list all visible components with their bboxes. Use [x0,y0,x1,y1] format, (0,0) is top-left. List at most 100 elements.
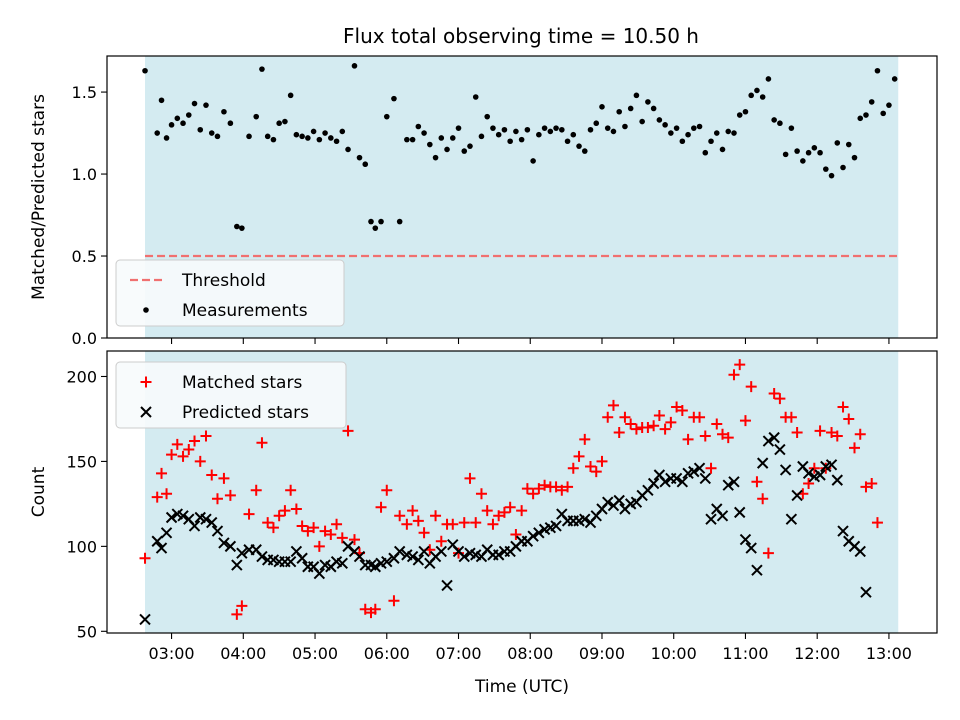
matched-star-point [739,415,751,427]
measurement-point [208,130,215,136]
x-tick-label: 06:00 [364,644,410,663]
legend-label: Matched stars [182,373,302,393]
predicted-star-point [814,469,826,481]
measurement-point [604,125,611,131]
matched-star-point [653,410,665,422]
predicted-star-point [206,516,218,529]
matched-star-point [256,437,268,449]
measurement-point [185,112,192,118]
measurement-point [391,95,397,102]
matched-star-point [481,505,493,517]
measurement-point [656,117,663,123]
matched-star-point [171,438,183,450]
measurement-point [805,149,812,156]
matched-star-point [751,476,763,488]
measurement-point [427,141,433,148]
measurement-point [221,108,227,115]
measurement-point [495,131,502,138]
measurement-point [639,118,645,125]
measurement-point [293,131,300,138]
predicted-star-point [155,542,168,554]
predicted-star-point [734,506,746,519]
x-tick-label: 12:00 [794,644,840,663]
predicted-star-point [151,535,163,547]
matched-star-point [648,420,660,432]
matched-star-point [236,600,248,612]
matched-star-point [418,527,430,539]
predicted-star-point [837,525,849,537]
measurement-point [490,125,496,131]
matched-star-point [521,483,533,495]
measurement-point [339,128,346,135]
measurement-point [421,130,427,136]
predicted-star-point [160,527,173,539]
measurement-point [610,128,617,135]
measurement-point [742,108,749,115]
measurement-point [513,128,519,135]
measurement-point [622,123,628,130]
matched-star-point [705,462,717,474]
measurement-point [576,143,582,149]
matched-star-point [412,515,424,527]
matched-star-point [211,493,223,505]
matched-star-point [359,603,371,615]
matched-star-point [231,608,243,620]
matched-star-point [579,433,591,445]
matched-star-point [375,501,387,513]
measurement-point [863,112,869,118]
matched-star-point [177,450,189,462]
measurement-point [633,92,640,99]
measurement-point [794,148,800,154]
legend-label: Measurements [182,301,308,321]
measurement-point [180,120,186,127]
measurement-point [782,151,789,158]
predicted-star-point [785,513,798,525]
measurement-point [834,140,841,146]
measurement-point [518,136,525,143]
matched-star-point [331,518,343,530]
matched-star-point [762,547,774,559]
measurement-point [570,131,577,138]
legend-label: Predicted stars [182,403,309,423]
predicted-star-point [353,550,366,563]
measurement-point [174,115,181,122]
measurement-point [158,97,165,104]
matched-star-point [625,418,637,430]
matched-star-point [785,411,797,423]
matched-star-point [596,455,608,467]
measurement-point [771,117,777,123]
measurement-point [541,125,548,131]
predicted-star-point [313,567,326,580]
matched-star-point [734,359,746,371]
measurement-point [356,154,363,161]
y-tick-label: 100 [66,537,97,556]
matched-star-point [348,534,360,546]
measurement-point [880,110,886,117]
measurement-point [645,99,651,105]
matched-star-point [447,518,459,530]
measurement-point [362,161,369,168]
measurement-point [163,135,170,141]
matched-star-point [458,517,470,529]
predicted-star-point [441,579,453,592]
matched-star-point [464,472,476,484]
measurement-point [168,122,175,128]
measurement-point [316,136,323,143]
measurement-point [564,138,571,145]
measurement-point [691,125,697,131]
measurement-point [800,158,806,164]
measurement-point [673,125,680,131]
matched-star-point [711,418,723,430]
measurement-point [530,158,536,164]
predicted-star-point [659,476,671,488]
predicted-star-point [756,457,769,469]
measurement-point [484,113,491,120]
measurement-point [246,133,252,140]
matched-star-point [791,427,803,439]
matched-star-point [757,493,769,505]
measurement-point [759,94,766,100]
predicted-star-point [256,550,268,563]
matched-star-point [139,552,151,564]
matched-star-point [699,430,711,442]
measurement-point [719,146,726,153]
